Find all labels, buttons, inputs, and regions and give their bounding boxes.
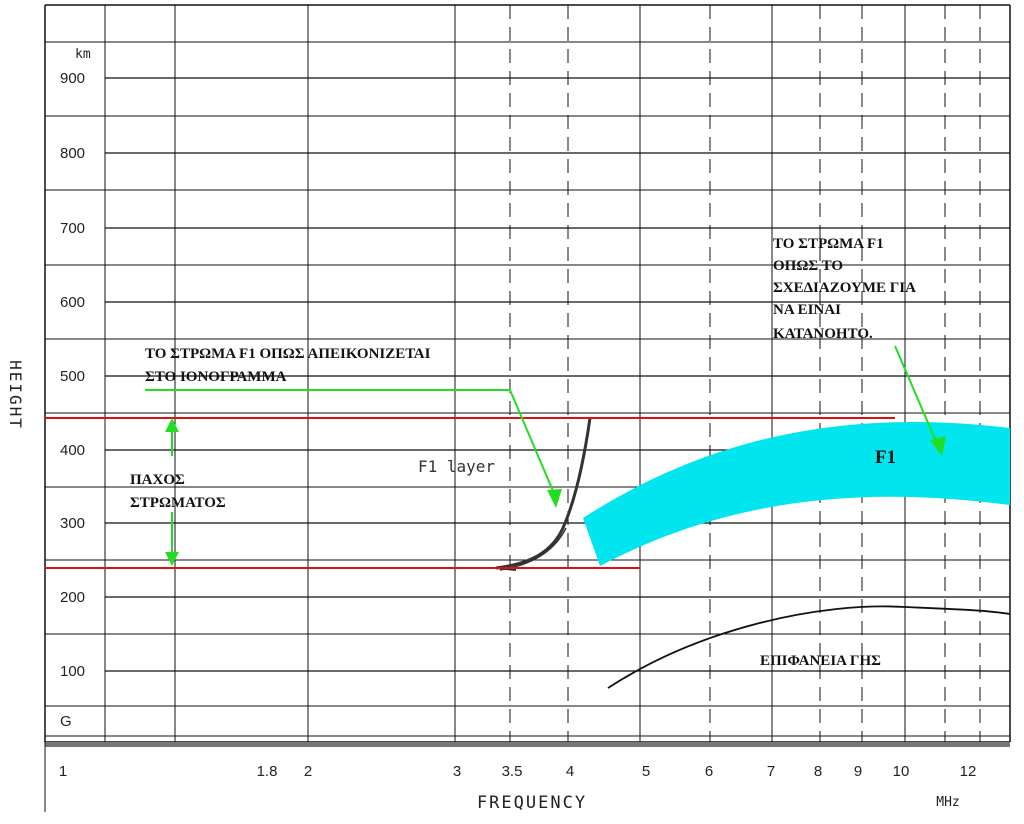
ionogram-arrowhead (547, 489, 562, 508)
thickness-label-line-1: ΠΑΧΟΣ (130, 472, 185, 488)
ionogram-label-line-1: ΤΟ ΣΤΡΩΜΑ F1 ΟΠΩΣ ΑΠΕΙΚΟΝΙΖΕΤΑΙ (145, 346, 431, 362)
ionogram-label-line-2: ΣΤΟ ΙΟΝΟΓΡΑΜΜΑ (145, 369, 287, 385)
x-tick-label: 9 (854, 763, 862, 780)
band-arrowhead (930, 436, 946, 456)
band-pointer-arrow (894, 345, 939, 447)
x-tick-label: 3 (453, 763, 461, 780)
x-tick-label: 6 (705, 763, 713, 780)
x-axis-title: FREQUENCY (477, 793, 587, 813)
trace-label: F1 layer (418, 457, 495, 476)
x-tick-label: 3.5 (502, 763, 523, 780)
x-tick-label: 8 (814, 763, 822, 780)
x-tick-label: 1.8 (257, 763, 278, 780)
x-axis-unit: MHz (936, 795, 959, 810)
x-tick-labels: 1 1.8 2 3 3.5 4 5 6 7 8 9 10 12 (59, 763, 977, 780)
x-tick-label: 1 (59, 763, 67, 780)
drawn-label-line-1: ΤΟ ΣΤΡΩΜΑ F1 (773, 236, 884, 252)
f1-layer-band (583, 421, 1010, 566)
y-tick-labels: 900 800 700 600 500 400 300 200 100 G (60, 70, 85, 730)
thickness-label: ΠΑΧΟΣ ΣΤΡΩΜΑΤΟΣ (130, 472, 226, 511)
y-tick-label: 800 (60, 145, 85, 162)
x-tick-label: 5 (642, 763, 650, 780)
y-axis-title: HEIGHT (6, 360, 25, 430)
arrow-heads (165, 418, 946, 566)
ionogram-grid (44, 4, 1011, 743)
y-tick-label: 100 (60, 663, 85, 680)
x-tick-label: 10 (893, 763, 910, 780)
thickness-label-line-2: ΣΤΡΩΜΑΤΟΣ (130, 495, 226, 511)
y-axis-unit: km (75, 47, 91, 62)
x-tick-label: 4 (566, 763, 574, 780)
drawn-label-line-5: ΚΑΤΑΝΟΗΤΟ. (773, 326, 873, 342)
y-tick-label: 200 (60, 589, 85, 606)
layer-boundaries (45, 417, 895, 569)
axis-strip (45, 742, 1010, 747)
ground-curve (607, 605, 1011, 689)
y-tick-label: 600 (60, 294, 85, 311)
y-tick-label: G (60, 713, 72, 730)
y-tick-label: 500 (60, 368, 85, 385)
y-tick-label: 400 (60, 442, 85, 459)
thickness-arrowhead-down (165, 552, 179, 566)
x-tick-label: 12 (960, 763, 977, 780)
y-tick-label: 900 (60, 70, 85, 87)
x-tick-label: 2 (304, 763, 312, 780)
ionogram-label: ΤΟ ΣΤΡΩΜΑ F1 ΟΠΩΣ ΑΠΕΙΚΟΝΙΖΕΤΑΙ ΣΤΟ ΙΟΝΟ… (145, 346, 434, 385)
y-tick-label: 300 (60, 515, 85, 532)
ionogram-pointer-arrow (145, 389, 557, 499)
drawn-label-line-2: ΟΠΩΣ ΤΟ (773, 258, 843, 274)
drawn-label-line-4: ΝΑ ΕΙΝΑΙ (773, 302, 841, 318)
band-label: F1 (875, 447, 896, 468)
drawn-layer-label: ΤΟ ΣΤΡΩΜΑ F1 ΟΠΩΣ ΤΟ ΣΧΕΔΙΑΖΟΥΜΕ ΓΙΑ ΝΑ … (773, 236, 919, 342)
ground-label: ΕΠΙΦΑΝΕΙΑ ΓΗΣ (760, 653, 881, 669)
thickness-arrowhead-up (165, 418, 179, 432)
x-tick-label: 7 (767, 763, 775, 780)
drawn-label-line-3: ΣΧΕΔΙΑΖΟΥΜΕ ΓΙΑ (773, 280, 916, 296)
y-tick-label: 700 (60, 220, 85, 237)
